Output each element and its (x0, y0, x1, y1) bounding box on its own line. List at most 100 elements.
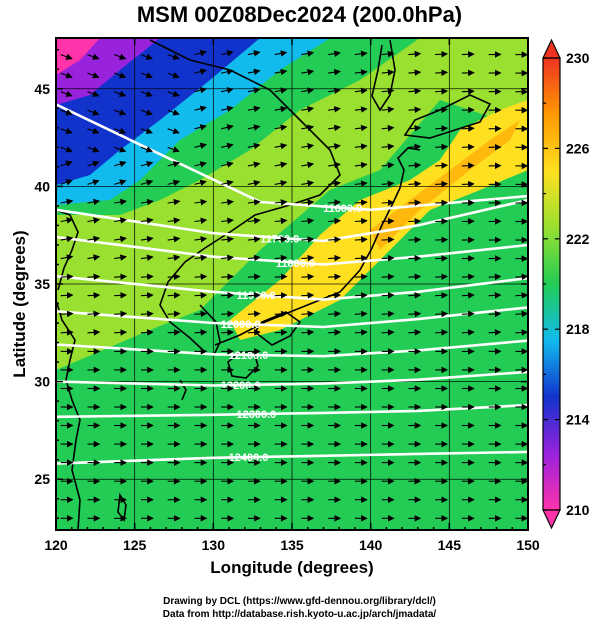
wind-arrow (114, 109, 127, 116)
wind-arrow (87, 72, 100, 79)
wind-arrow (140, 235, 154, 243)
wind-arrow (247, 217, 261, 225)
wind-arrow (194, 124, 207, 131)
wind-arrow (274, 161, 288, 169)
wind-arrow (408, 236, 422, 244)
wind-arrow (87, 198, 101, 206)
wind-arrow (221, 124, 234, 131)
wind-arrow (488, 273, 502, 281)
wind-arrow (221, 254, 234, 262)
wind-arrow (408, 199, 422, 206)
wind-arrow (354, 69, 368, 76)
wind-arrow (274, 273, 288, 281)
wind-arrow (381, 236, 395, 244)
wind-arrow (408, 310, 422, 318)
wind-arrow (301, 199, 315, 206)
wind-arrow (488, 310, 502, 318)
wind-arrow (328, 217, 342, 225)
wind-arrow (167, 161, 181, 168)
wind-arrow (274, 124, 288, 131)
wind-arrow (461, 88, 475, 95)
wind-arrow (167, 146, 180, 153)
wind-arrow (221, 329, 235, 336)
wind-arrow (194, 68, 207, 75)
height-contour (56, 274, 528, 301)
height-contour (56, 306, 528, 329)
wind-arrow (274, 329, 288, 336)
wind-arrow (194, 161, 207, 168)
wind-arrow (247, 254, 261, 262)
wind-arrow (194, 254, 208, 262)
wind-arrow (60, 72, 73, 79)
wind-arrow (140, 292, 154, 299)
wind-arrow (247, 179, 261, 187)
wind-arrow (381, 50, 395, 58)
wind-arrow (221, 198, 234, 206)
wind-arrow (60, 160, 73, 167)
wind-arrow (221, 49, 234, 57)
wind-arrow (515, 292, 528, 299)
wind-arrow (140, 109, 153, 116)
wind-arrow (328, 161, 341, 169)
wind-arrow (328, 143, 341, 150)
y-tick-label: 35 (34, 276, 50, 292)
colorbar: 230 226 222 218 214 210 (542, 38, 590, 530)
wind-arrow (435, 143, 449, 151)
contour-label: 12000.0 (221, 319, 261, 331)
x-tick-label: 145 (438, 537, 462, 553)
wind-arrow (354, 106, 368, 113)
wind-arrow (114, 90, 127, 97)
wind-arrow (274, 292, 288, 299)
wind-arrow (167, 254, 181, 262)
map-title: MSM 00Z08Dec2024 (200.0hPa) (136, 2, 463, 27)
wind-arrow (435, 69, 449, 77)
wind-streamlines (60, 49, 528, 522)
wind-arrow (221, 179, 234, 187)
wind-arrow (274, 105, 288, 113)
wind-arrow (354, 180, 368, 187)
wind-arrow (435, 50, 449, 58)
colorbar-ticks (543, 57, 560, 511)
wind-arrow (140, 310, 154, 318)
wind-arrow (381, 273, 395, 281)
wind-arrow (114, 179, 127, 186)
wind-arrow (488, 292, 502, 299)
wind-arrow (221, 217, 234, 225)
wind-arrow (87, 90, 100, 97)
colorbar-tick-labels: 230 226 222 218 214 210 (566, 50, 590, 518)
wind-arrow (328, 292, 342, 299)
wind-arrow (194, 217, 208, 224)
wind-arrow (435, 88, 449, 95)
wind-arrow (301, 254, 315, 262)
wind-arrow (247, 50, 261, 57)
colorbar-min-arrow (542, 509, 561, 530)
wind-arrow (354, 161, 368, 169)
wind-arrow (60, 235, 74, 243)
wind-arrow (194, 105, 207, 112)
wind-arrow (114, 217, 127, 224)
wind-arrow (60, 127, 73, 135)
wind-arrow (301, 161, 315, 169)
x-tick-label: 125 (123, 537, 147, 553)
wind-arrow (301, 143, 315, 150)
y-axis-label: Latitude (degrees) (10, 230, 29, 378)
wind-arrow (167, 217, 181, 224)
wind-arrow (247, 199, 261, 206)
gridlines (56, 38, 528, 530)
wind-arrow (140, 273, 154, 281)
y-tick-label: 45 (34, 81, 50, 97)
data-credit: Data from http://database.rish.kyoto-u.a… (162, 609, 437, 620)
wind-arrow (60, 109, 73, 116)
wind-arrow (274, 254, 288, 262)
wind-arrow (247, 161, 261, 168)
x-tick-label: 140 (359, 537, 383, 553)
wind-arrow (301, 329, 315, 336)
wind-arrow (221, 105, 234, 113)
wind-arrow (87, 179, 100, 186)
wind-arrow (221, 161, 234, 168)
wind-arrow (221, 68, 234, 75)
contour-label: 12300.0 (237, 409, 277, 421)
wind-arrow (87, 53, 100, 60)
contour-label: 11800.0 (276, 258, 315, 270)
